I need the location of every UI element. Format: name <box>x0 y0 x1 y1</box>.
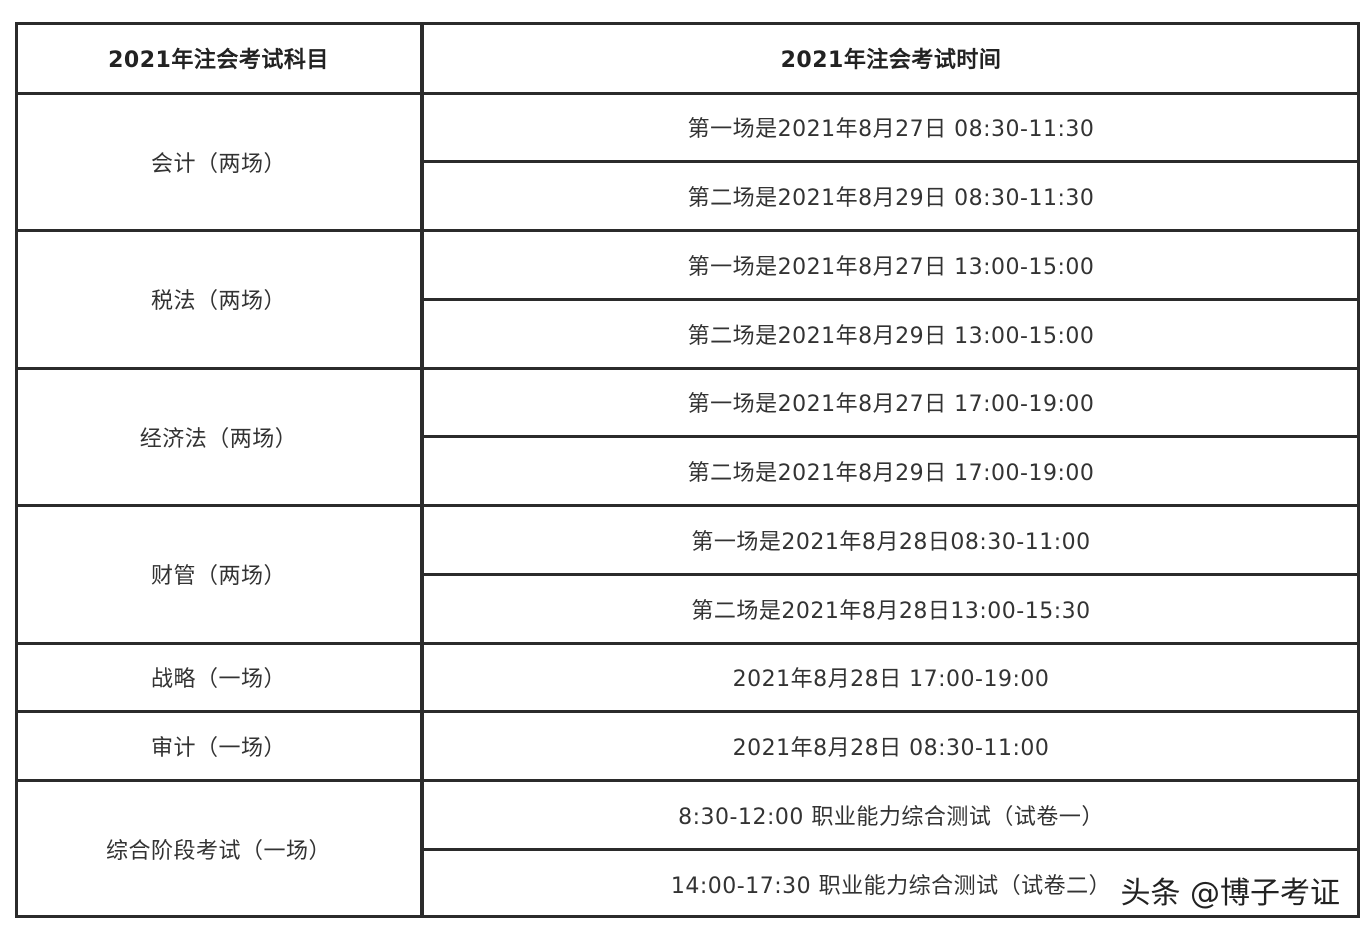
subject-cell: 战略（一场） <box>150 667 286 693</box>
time-cell: 第二场是2021年8月29日 13:00-15:00 <box>687 323 1095 349</box>
subject-cell: 经济法（两场） <box>139 426 298 452</box>
subject-cell: 税法（两场） <box>150 289 286 315</box>
table-frame <box>15 22 1360 918</box>
time-cell: 14:00-17:30 职业能力综合测试（试卷二） <box>670 873 1112 899</box>
row-divider <box>15 229 1360 232</box>
time-cell: 8:30-12:00 职业能力综合测试（试卷一） <box>678 804 1104 830</box>
time-cell: 第一场是2021年8月27日 17:00-19:00 <box>687 392 1095 418</box>
row-divider <box>15 710 1360 714</box>
time-cell: 第二场是2021年8月29日 17:00-19:00 <box>687 461 1095 487</box>
time-cell: 第一场是2021年8月28日08:30-11:00 <box>691 529 1091 555</box>
row-divider <box>15 91 1360 95</box>
time-cell: 第二场是2021年8月28日13:00-15:30 <box>691 598 1091 624</box>
time-cell: 第一场是2021年8月27日 13:00-15:00 <box>687 254 1095 280</box>
sub-row-divider <box>422 572 1360 576</box>
time-cell: 第二场是2021年8月29日 08:30-11:30 <box>687 186 1095 212</box>
subject-cell: 会计（两场） <box>150 151 286 177</box>
subject-cell: 综合阶段考试（一场） <box>105 839 331 865</box>
time-cell: 第一场是2021年8月27日 08:30-11:30 <box>687 117 1095 143</box>
row-divider <box>15 366 1360 370</box>
time-cell: 2021年8月28日 17:00-19:00 <box>732 667 1050 693</box>
sub-row-divider <box>422 160 1360 164</box>
subject-cell: 财管（两场） <box>150 564 286 590</box>
header-cell: 2021年注会考试科目 <box>108 47 329 73</box>
sub-row-divider <box>422 435 1360 439</box>
header-cell: 2021年注会考试时间 <box>780 47 1002 73</box>
sub-row-divider <box>422 297 1360 301</box>
watermark: 头条 @博子考证 <box>1116 868 1344 912</box>
time-cell: 2021年8月28日 08:30-11:00 <box>732 736 1050 762</box>
sub-row-divider <box>422 847 1360 851</box>
column-divider <box>420 22 424 918</box>
row-divider <box>15 641 1360 645</box>
row-divider <box>15 779 1360 782</box>
subject-cell: 审计（一场） <box>150 736 286 762</box>
row-divider <box>15 504 1360 507</box>
